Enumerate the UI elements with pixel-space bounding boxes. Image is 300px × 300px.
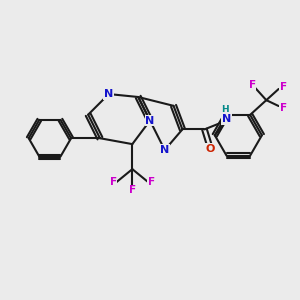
Text: F: F: [129, 185, 136, 195]
Text: F: F: [280, 82, 287, 92]
Text: F: F: [148, 177, 155, 188]
Text: N: N: [146, 116, 154, 126]
Text: N: N: [104, 89, 113, 99]
Text: O: O: [206, 143, 215, 154]
Text: N: N: [222, 114, 231, 124]
Text: N: N: [160, 145, 169, 155]
Text: F: F: [110, 177, 117, 188]
Text: F: F: [249, 80, 256, 90]
Text: F: F: [280, 103, 287, 113]
Text: H: H: [221, 105, 229, 114]
